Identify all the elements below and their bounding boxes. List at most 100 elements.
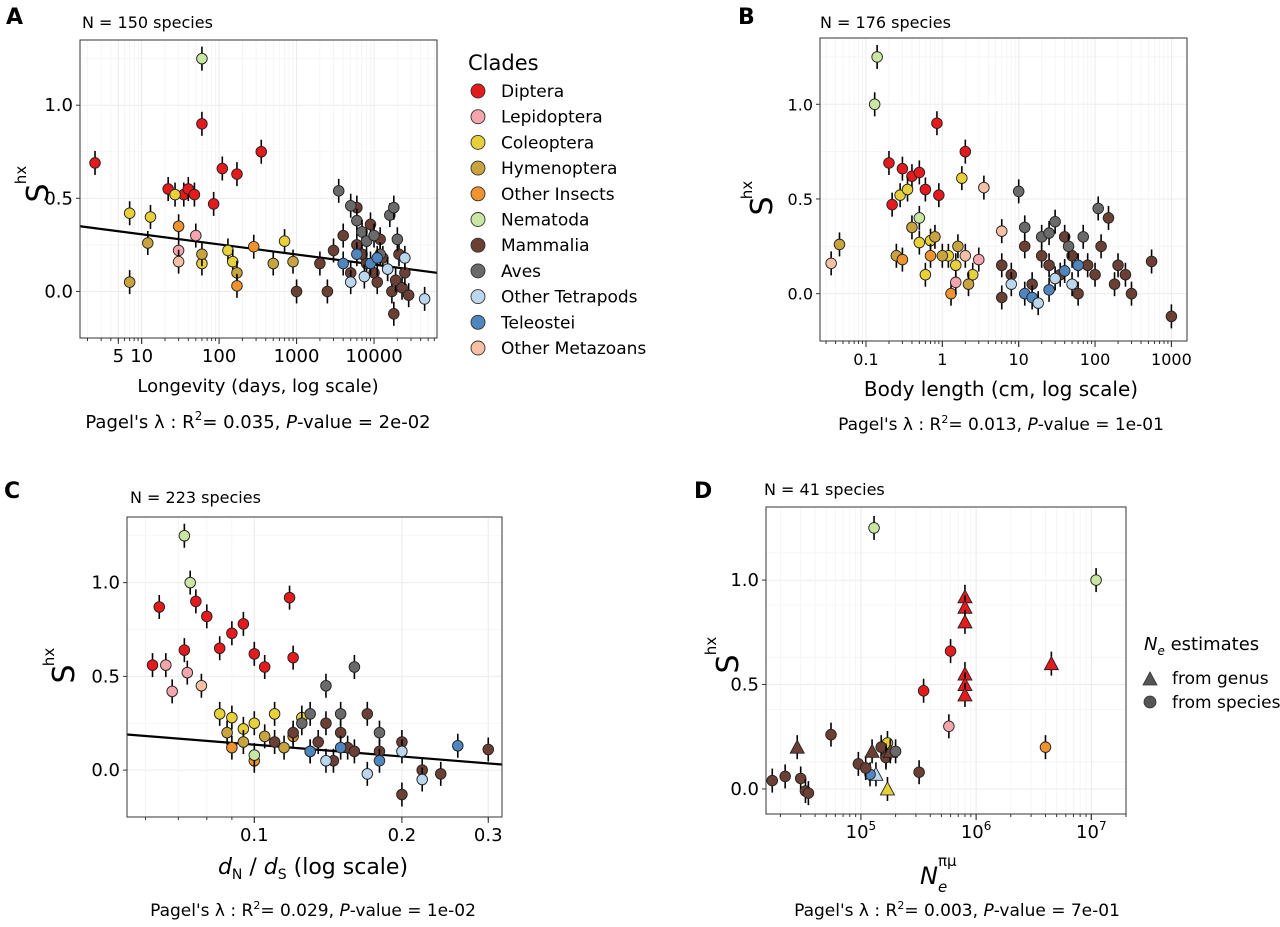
panel-c-point-aves	[334, 701, 347, 726]
panel-d-point-other-insects	[1039, 735, 1052, 760]
legend-swatch	[470, 160, 486, 176]
legend-swatch	[470, 289, 486, 305]
legend-item-lepidoptera: Lepidoptera	[470, 108, 603, 128]
panel-c-y-label-main: S	[47, 664, 82, 683]
panel-b-y-tick-label: 0.5	[788, 190, 813, 209]
circle-marker	[996, 225, 1008, 237]
panel-b-point-hymenoptera	[906, 215, 918, 240]
triangle-marker	[1043, 655, 1060, 671]
panel-a-point-mammalia	[371, 270, 383, 295]
panel-b-point-mammalia	[1108, 272, 1121, 297]
panel-c-point-mammalia	[482, 737, 495, 762]
panel-d-point-mammalia	[779, 764, 791, 789]
circle-marker	[371, 252, 383, 264]
circle-marker	[89, 157, 101, 169]
panel-d-point-diptera	[944, 639, 957, 664]
legend-item-hymenoptera: Hymenoptera	[470, 159, 617, 179]
panel-b-point-diptera	[959, 139, 972, 164]
circle-marker	[320, 680, 332, 692]
panel-c-point-diptera	[146, 653, 159, 678]
circle-marker	[906, 221, 918, 234]
panel-c-point-coleoptera	[213, 701, 226, 726]
circle-marker	[188, 188, 201, 201]
panel-a-point-other-insects	[247, 234, 260, 259]
circle-marker	[344, 200, 357, 212]
ne-legend-species: from species	[1172, 693, 1280, 713]
panel-a-x-tick-label: 1000	[274, 346, 320, 367]
panel-a-point-aves	[351, 208, 363, 233]
panel-d-frame	[765, 506, 1127, 815]
circle-marker	[368, 229, 380, 242]
circle-marker	[1043, 259, 1055, 272]
circle-marker	[268, 708, 281, 720]
circle-marker	[402, 289, 415, 301]
circle-marker	[936, 250, 949, 262]
circle-marker	[859, 762, 872, 774]
panel-d-point-diptera	[957, 682, 973, 707]
legend-item-other-tetrapods: Other Tetrapods	[470, 288, 638, 308]
circle-marker	[1089, 268, 1101, 281]
panel-c-point-diptera	[226, 621, 238, 646]
legend-label: Hymenoptera	[501, 159, 617, 179]
circle-marker	[952, 240, 964, 253]
panel-c-frame	[126, 516, 503, 818]
circle-marker	[396, 745, 408, 758]
circle-marker	[327, 244, 340, 257]
panel-d-point-diptera	[917, 678, 930, 703]
circle-marker	[184, 576, 196, 589]
circle-marker	[146, 659, 159, 671]
circle-marker	[1072, 287, 1084, 300]
panel-a-point-other-insects	[231, 273, 243, 298]
panel-b-point-mammalia	[1119, 262, 1132, 287]
triangle-marker	[789, 739, 805, 754]
circle-marker	[871, 51, 883, 63]
panel-b-point-other-tetrapods	[1049, 266, 1061, 291]
circle-marker	[255, 145, 268, 158]
circle-marker	[996, 259, 1008, 272]
circle-marker	[924, 250, 937, 262]
panel-b-point-hymenoptera	[929, 224, 941, 249]
panel-d-plot-area: 0.0 0.5 1.0 105 106 107	[730, 506, 1127, 843]
circle-icon	[1143, 695, 1157, 709]
circle-marker	[237, 736, 250, 748]
panel-b-point-mammalia	[1145, 249, 1158, 274]
panel-c-point-mammalia	[396, 782, 408, 807]
panel-b-point-mammalia	[1112, 253, 1124, 278]
panel-a-point-mammalia	[396, 275, 408, 300]
circle-marker	[962, 278, 975, 290]
panel-a-point-hymenoptera	[196, 242, 208, 267]
panel-a-point-other-tetrapods	[358, 264, 371, 289]
legend-swatch	[470, 109, 486, 125]
circle-marker	[287, 726, 299, 739]
panel-b-x-tick-label: 10	[1009, 350, 1029, 369]
panel-b-point-hymenoptera	[952, 234, 964, 259]
circle-marker	[825, 728, 837, 741]
panel-a-point-aves	[344, 193, 357, 218]
panel-c-n-label: N = 223 species	[130, 488, 261, 507]
circle-marker	[929, 231, 941, 243]
panel-a-y-label-sup: hx	[12, 166, 30, 185]
circle-marker	[287, 255, 299, 268]
panel-c-point-diptera	[201, 604, 213, 629]
circle-marker	[226, 711, 238, 724]
circle-marker	[153, 601, 166, 613]
circle-marker	[1145, 255, 1158, 268]
circle-marker	[373, 755, 386, 767]
panel-b-point-coleoptera	[956, 166, 968, 191]
circle-marker	[917, 685, 930, 697]
panel-b-frame	[819, 37, 1188, 342]
circle-marker	[386, 285, 398, 298]
circle-marker	[348, 661, 361, 673]
panel-c-point-hymenoptera	[221, 720, 233, 745]
panel-c-point-lepidoptera	[181, 660, 194, 685]
circle-marker	[320, 755, 332, 767]
circle-marker	[213, 642, 226, 655]
circle-marker	[896, 253, 909, 266]
circle-marker	[1043, 227, 1055, 239]
legend-item-nematoda: Nematoda	[470, 211, 589, 231]
panel-b-point-coleoptera	[913, 230, 926, 255]
circle-marker	[1062, 240, 1075, 253]
circle-marker	[201, 610, 213, 623]
panel-c-point-nematoda	[248, 743, 261, 768]
panel-b-y-tick-label: 0.0	[788, 285, 813, 304]
